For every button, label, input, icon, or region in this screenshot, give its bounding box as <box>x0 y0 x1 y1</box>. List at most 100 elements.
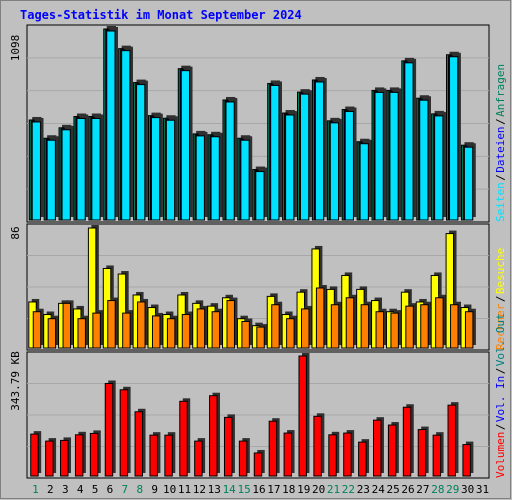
bar-rechner-28 <box>435 297 444 349</box>
x-label-day-28: 28 <box>431 483 444 496</box>
bar-rechner-2 <box>47 318 57 349</box>
bar-volumen-25 <box>387 424 397 477</box>
bar-seiten-4 <box>76 117 86 221</box>
ymax-label-bottom: 343.79 KB <box>9 351 22 411</box>
bar-seiten-3 <box>61 129 71 221</box>
bar-seiten-19 <box>299 93 310 221</box>
x-label-day-1: 1 <box>32 483 39 496</box>
x-label-day-19: 19 <box>297 483 310 496</box>
bar-volumen-14 <box>223 416 233 477</box>
bar-seiten-29 <box>449 56 459 221</box>
x-label-day-7: 7 <box>122 483 129 496</box>
chart-title: Tages-Statistik im Monat September 2024 <box>20 8 302 22</box>
bar-rechner-25 <box>390 312 399 349</box>
bar-rechner-16 <box>256 326 265 349</box>
x-label-day-13: 13 <box>208 483 221 496</box>
bar-volumen-13 <box>209 395 218 477</box>
x-axis-labels: 1 2 3 4 5 6 7 8 9 10 11 12 13 14 15 16 17 18 19 20 21 22 23 24 2… <box>32 483 489 496</box>
x-label-day-31: 31 <box>476 483 489 496</box>
legend-mid-0: Rechner <box>494 303 507 350</box>
bar-besuche-7 <box>117 273 127 349</box>
bar-rechner-15 <box>241 320 250 349</box>
bar-volumen-18 <box>283 432 293 477</box>
x-label-day-4: 4 <box>77 483 84 496</box>
bar-rechner-12 <box>196 308 206 349</box>
bar-rechner-9 <box>151 315 161 349</box>
bar-rechner-29 <box>450 304 459 349</box>
bar-rechner-22 <box>345 297 355 349</box>
bar-volumen-11 <box>179 400 188 477</box>
bar-volumen-19 <box>298 355 307 477</box>
bar-volumen-9 <box>149 434 158 477</box>
panel-bottom <box>26 351 490 479</box>
x-label-day-11: 11 <box>178 483 191 496</box>
bar-rechner-7 <box>122 312 131 349</box>
legend-bottom-1: Vol. In <box>494 376 507 422</box>
bar-volumen-29 <box>447 404 456 477</box>
x-label-day-20: 20 <box>312 483 325 496</box>
bar-volumen-6 <box>104 383 114 477</box>
x-label-day-30: 30 <box>461 483 474 496</box>
legend-separator: / <box>494 174 507 181</box>
bar-seiten-22 <box>344 111 354 221</box>
bar-rechner-3 <box>62 302 72 349</box>
ymax-label-top: 1098 <box>9 35 22 62</box>
ymax-label-mid: 86 <box>9 226 22 239</box>
legend-top-2: Anfragen <box>494 64 507 117</box>
bar-seiten-1 <box>31 121 41 221</box>
bar-seiten-23 <box>359 143 369 221</box>
x-label-day-25: 25 <box>387 483 400 496</box>
legend-separator: / <box>494 295 507 302</box>
bar-seiten-21 <box>329 122 340 221</box>
bar-seiten-30 <box>463 146 474 221</box>
bar-rechner-19 <box>301 308 310 349</box>
bar-rechner-27 <box>420 304 429 349</box>
x-label-day-24: 24 <box>372 483 386 496</box>
x-label-day-2: 2 <box>47 483 54 496</box>
legend-separator: / <box>494 118 507 125</box>
bar-seiten-6 <box>106 30 116 221</box>
bar-seiten-8 <box>136 84 146 221</box>
x-label-day-9: 9 <box>151 483 158 496</box>
legend-top-0: Seiten <box>494 182 507 222</box>
legend-bottom: Volumen /Vol. In/ Vol. Out <box>494 313 507 478</box>
bar-volumen-7 <box>119 389 129 477</box>
x-label-day-5: 5 <box>92 483 99 496</box>
bar-rechner-21 <box>330 304 340 349</box>
bar-seiten-2 <box>46 139 56 221</box>
bar-volumen-10 <box>164 434 173 477</box>
bar-volumen-20 <box>313 415 322 477</box>
bar-volumen-17 <box>268 420 278 477</box>
bar-seiten-14 <box>225 101 235 221</box>
bar-seiten-16 <box>255 171 265 221</box>
bar-seiten-24 <box>374 91 384 221</box>
legend-top: Seiten/Dateien/Anfragen <box>494 64 507 222</box>
bar-rechner-8 <box>137 301 146 349</box>
bar-seiten-18 <box>285 114 295 221</box>
bar-rechner-26 <box>405 305 414 349</box>
x-label-day-27: 27 <box>416 483 429 496</box>
bar-seiten-27 <box>419 99 429 221</box>
bar-volumen-4 <box>74 434 84 477</box>
bar-volumen-26 <box>402 406 412 477</box>
bar-volumen-16 <box>253 452 263 477</box>
x-label-day-12: 12 <box>193 483 206 496</box>
panel-top <box>26 24 490 223</box>
bar-seiten-20 <box>314 81 325 221</box>
x-label-day-23: 23 <box>357 483 370 496</box>
bar-rechner-1 <box>32 311 42 349</box>
bar-volumen-22 <box>343 432 352 477</box>
bar-volumen-21 <box>328 434 337 477</box>
legend-bottom-0: Volumen <box>494 432 507 478</box>
bar-rechner-17 <box>271 304 280 349</box>
bar-rechner-6 <box>107 300 116 349</box>
legend-top-1: Dateien <box>494 126 507 172</box>
bar-volumen-30 <box>462 444 471 477</box>
bar-volumen-5 <box>89 432 99 477</box>
x-label-day-17: 17 <box>267 483 280 496</box>
bar-rechner-23 <box>360 304 370 349</box>
bar-seiten-25 <box>389 91 399 221</box>
bar-volumen-23 <box>358 441 367 477</box>
bar-seiten-26 <box>404 62 414 221</box>
legend-mid: Rechner/Besuche <box>494 248 507 350</box>
